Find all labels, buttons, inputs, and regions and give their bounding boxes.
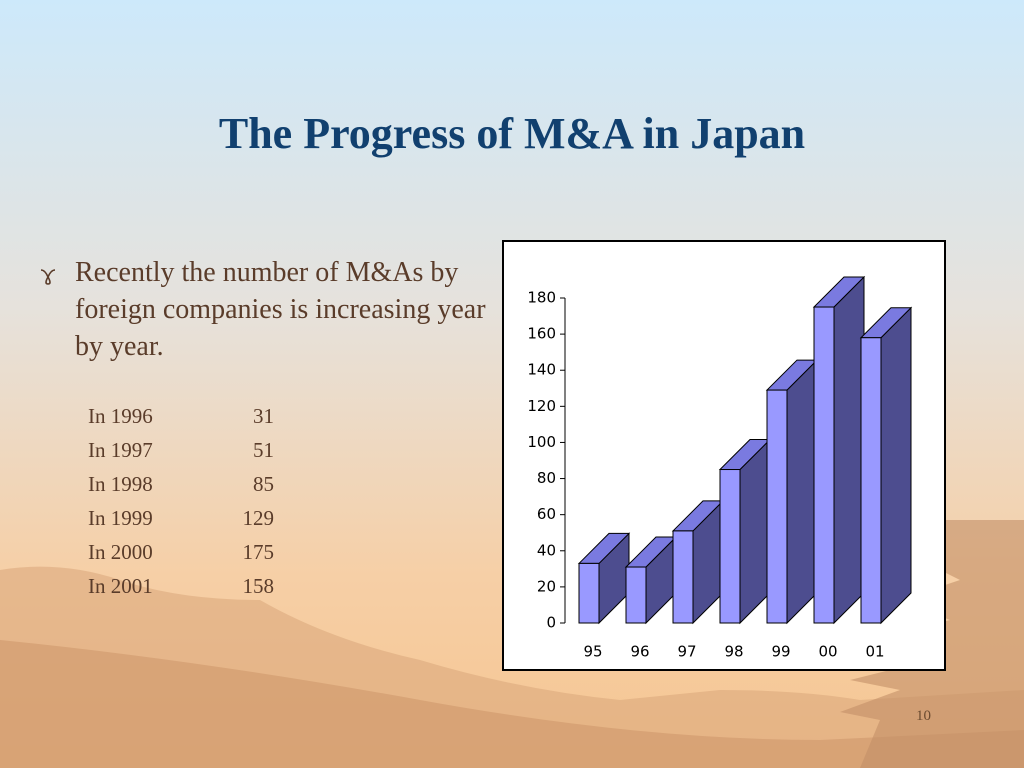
year-label: In 1999 xyxy=(88,506,153,530)
y-tick-label: 40 xyxy=(537,541,556,559)
table-row: In 1996 31 xyxy=(88,404,274,429)
table-row: In 1999 129 xyxy=(88,506,274,531)
count-value: 31 xyxy=(253,404,274,428)
year-label: In 1996 xyxy=(88,404,153,428)
year-label: In 2001 xyxy=(88,574,153,598)
x-tick-label: 00 xyxy=(818,643,837,661)
x-tick-label: 97 xyxy=(677,643,696,661)
y-tick-label: 120 xyxy=(527,397,556,415)
y-tick-label: 160 xyxy=(527,325,556,343)
y-tick-label: 180 xyxy=(527,289,556,307)
y-tick-label: 140 xyxy=(527,361,556,379)
table-row: In 1998 85 xyxy=(88,472,274,497)
table-row: In 2000 175 xyxy=(88,540,274,565)
count-value: 158 xyxy=(242,574,275,598)
bar-side xyxy=(880,306,912,625)
x-tick-label: 98 xyxy=(724,643,743,661)
bar xyxy=(813,306,835,624)
bullet-text: Recently the number of M&As by foreign c… xyxy=(75,257,486,362)
year-label: In 2000 xyxy=(88,540,153,564)
y-tick-label: 60 xyxy=(537,505,556,523)
bullet-icon xyxy=(40,269,56,285)
bar xyxy=(578,562,600,624)
bar xyxy=(672,530,694,624)
table-row: In 2001 158 xyxy=(88,574,274,599)
y-tick-label: 0 xyxy=(546,614,556,632)
x-tick-label: 99 xyxy=(771,643,790,661)
bar xyxy=(719,469,741,624)
table-row: In 1997 51 xyxy=(88,438,274,463)
year-label: In 1997 xyxy=(88,438,153,462)
year-label: In 1998 xyxy=(88,472,153,496)
x-tick-label: 95 xyxy=(583,643,602,661)
slide-title: The Progress of M&A in Japan xyxy=(218,109,806,158)
x-tick-label: 01 xyxy=(865,643,884,661)
bar xyxy=(860,337,882,624)
bar-side xyxy=(786,358,818,625)
count-value: 51 xyxy=(253,438,274,462)
bar xyxy=(625,566,647,624)
bar-side xyxy=(739,438,771,625)
bar-side xyxy=(833,275,865,625)
chart: 0 20 40 60 80 100 120 140 160 180 95 96 97 98 99 00 01 xyxy=(502,240,946,671)
x-tick-label: 96 xyxy=(630,643,649,661)
y-tick-label: 80 xyxy=(537,469,556,487)
y-tick-label: 20 xyxy=(537,577,556,595)
bar xyxy=(766,389,788,624)
count-value: 129 xyxy=(242,506,275,530)
page-number: 10 xyxy=(916,708,931,724)
count-value: 175 xyxy=(242,540,275,564)
count-value: 85 xyxy=(253,472,274,496)
y-tick-label: 100 xyxy=(527,433,556,451)
